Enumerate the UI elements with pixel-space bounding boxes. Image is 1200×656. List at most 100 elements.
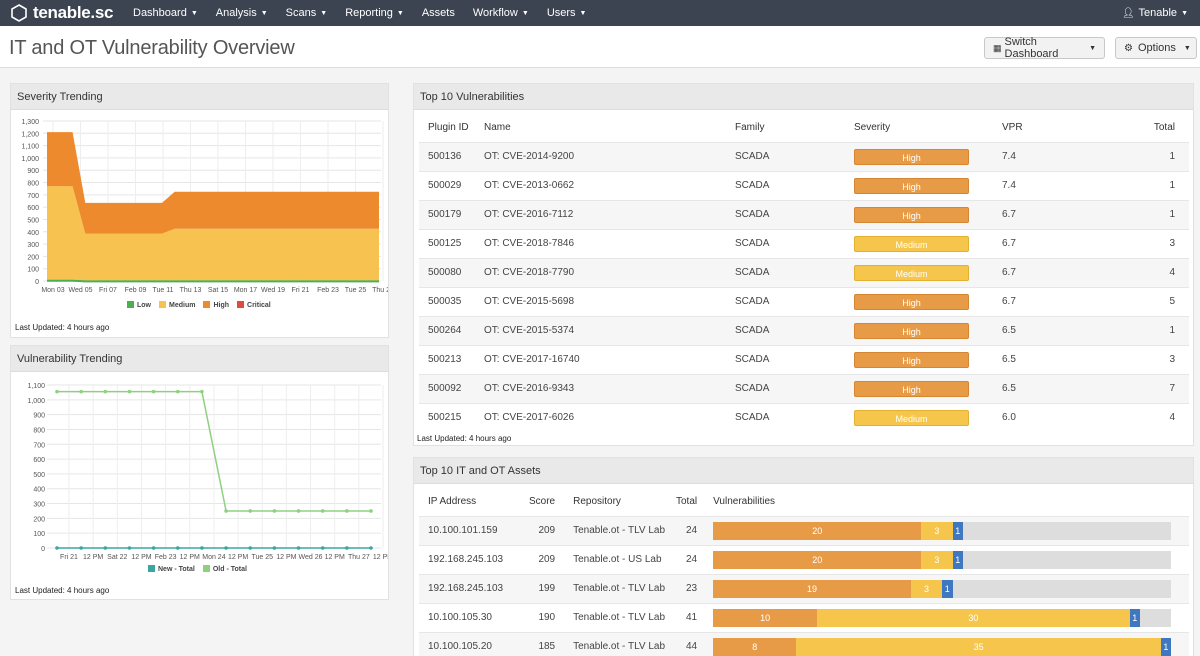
col-total[interactable]: Total bbox=[676, 496, 698, 508]
point-old-total[interactable] bbox=[79, 389, 83, 394]
col-vpr[interactable]: VPR bbox=[1002, 122, 1023, 134]
ip-address[interactable]: 192.168.245.103 bbox=[419, 544, 529, 574]
point-old-total[interactable] bbox=[103, 389, 108, 394]
legend-item-critical[interactable]: Critical bbox=[237, 301, 271, 309]
col-repository[interactable]: Repository bbox=[573, 496, 621, 508]
col-severity[interactable]: Severity bbox=[854, 122, 891, 134]
point-new-total[interactable] bbox=[103, 546, 108, 550]
table-row[interactable]: 10.100.105.20 185 Tenable.ot - TLV Lab 44 8 3… bbox=[419, 631, 1189, 656]
col-plugin-id[interactable]: Plugin ID bbox=[428, 122, 469, 134]
bar-segment-low[interactable]: 1 bbox=[1129, 608, 1140, 627]
options-button[interactable]: ⚙ Options ▼ bbox=[1115, 37, 1197, 59]
point-old-total[interactable] bbox=[175, 389, 180, 394]
point-new-total[interactable] bbox=[345, 546, 349, 550]
point-old-total[interactable] bbox=[200, 389, 204, 394]
bar-segment-high[interactable]: 8 bbox=[713, 637, 797, 656]
point-new-total[interactable] bbox=[272, 546, 277, 550]
point-new-total[interactable] bbox=[248, 546, 253, 550]
nav-item-analysis[interactable]: Analysis ▼ bbox=[207, 0, 277, 26]
nav-item-assets[interactable]: Assets bbox=[413, 0, 464, 26]
bar-segment-high[interactable]: 10 bbox=[713, 608, 818, 627]
bar-segment-medium[interactable]: 3 bbox=[910, 579, 943, 598]
table-row[interactable]: 192.168.245.103 209 Tenable.ot - US Lab 24 2… bbox=[419, 544, 1189, 574]
point-new-total[interactable] bbox=[200, 546, 204, 550]
col-score[interactable]: Score bbox=[529, 496, 556, 508]
legend-item-medium[interactable]: Medium bbox=[159, 301, 195, 309]
ip-address[interactable]: 10.100.105.20 bbox=[419, 631, 529, 656]
point-new-total[interactable] bbox=[79, 546, 83, 550]
point-new-total[interactable] bbox=[320, 546, 325, 550]
point-new-total[interactable] bbox=[175, 546, 180, 550]
legend-item-old-total[interactable]: Old - Total bbox=[202, 565, 247, 573]
col-name[interactable]: Name bbox=[484, 122, 511, 134]
table-row[interactable]: 500179 OT: CVE-2016-7112 SCADA High 6.7 1 bbox=[419, 199, 1189, 229]
table-row[interactable]: 500035 OT: CVE-2015-5698 SCADA High 6.7 5 bbox=[419, 286, 1189, 316]
bar-segment-medium[interactable]: 35 bbox=[796, 637, 1161, 656]
table-row[interactable]: 10.100.105.30 190 Tenable.ot - TLV Lab 41 10… bbox=[419, 602, 1189, 632]
vulnerabilities-bar[interactable]: 10 30 1 bbox=[713, 608, 1172, 627]
point-new-total[interactable] bbox=[296, 546, 301, 550]
table-row[interactable]: 500215 OT: CVE-2017-6026 SCADA Medium 6.0 4 bbox=[419, 402, 1189, 432]
ip-address[interactable]: 192.168.245.103 bbox=[419, 573, 529, 603]
point-old-total[interactable] bbox=[272, 509, 277, 513]
point-new-total[interactable] bbox=[369, 546, 373, 550]
vuln-name: OT: CVE-2018-7790 bbox=[484, 267, 575, 278]
table-row[interactable]: 500080 OT: CVE-2018-7790 SCADA Medium 6.7 4 bbox=[419, 257, 1189, 287]
switch-dashboard-button[interactable]: ▦ Switch Dashboard ▼ bbox=[984, 36, 1105, 60]
bar-segment-low[interactable]: 1 bbox=[1160, 637, 1172, 656]
col-total[interactable]: Total bbox=[1153, 122, 1175, 134]
bar-segment-medium[interactable]: 30 bbox=[817, 608, 1130, 627]
nav-item-reporting[interactable]: Reporting ▼ bbox=[336, 0, 413, 26]
table-row[interactable]: 192.168.245.103 199 Tenable.ot - TLV Lab 23… bbox=[419, 573, 1189, 603]
point-old-total[interactable] bbox=[248, 509, 253, 513]
point-new-total[interactable] bbox=[127, 546, 132, 550]
point-old-total[interactable] bbox=[224, 509, 228, 513]
point-old-total[interactable] bbox=[345, 509, 349, 513]
bar-segment-high[interactable]: 20 bbox=[713, 550, 922, 569]
table-row[interactable]: 10.100.101.159 209 Tenable.ot - TLV Lab 24 2… bbox=[419, 515, 1189, 545]
bar-segment-medium[interactable]: 3 bbox=[921, 521, 953, 540]
nav-item-dashboard[interactable]: Dashboard ▼ bbox=[124, 0, 207, 26]
ip-address[interactable]: 10.100.105.30 bbox=[419, 602, 529, 632]
vulnerabilities-bar[interactable]: 20 3 1 bbox=[713, 521, 1172, 540]
vulnerabilities-bar[interactable]: 19 3 1 bbox=[713, 579, 1172, 598]
point-old-total[interactable] bbox=[151, 389, 156, 394]
table-row[interactable]: 500136 OT: CVE-2014-9200 SCADA High 7.4 1 bbox=[419, 141, 1189, 171]
point-old-total[interactable] bbox=[296, 509, 301, 513]
bar-segment-high[interactable]: 20 bbox=[713, 521, 922, 540]
vulnerabilities-bar[interactable]: 8 35 1 bbox=[713, 637, 1172, 656]
col-family[interactable]: Family bbox=[735, 122, 765, 134]
point-new-total[interactable] bbox=[151, 546, 156, 550]
bar-segment-low[interactable]: 1 bbox=[952, 550, 963, 569]
ip-address[interactable]: 10.100.101.159 bbox=[419, 515, 529, 545]
bar-segment-high[interactable]: 19 bbox=[713, 579, 911, 598]
brand-logo[interactable]: tenable.sc bbox=[0, 3, 124, 23]
nav-item-workflow[interactable]: Workflow ▼ bbox=[464, 0, 538, 26]
point-old-total[interactable] bbox=[369, 509, 373, 513]
table-row[interactable]: 500092 OT: CVE-2016-9343 SCADA High 6.5 7 bbox=[419, 373, 1189, 403]
table-row[interactable]: 500125 OT: CVE-2018-7846 SCADA Medium 6.7 3 bbox=[419, 228, 1189, 258]
point-old-total[interactable] bbox=[320, 509, 325, 513]
table-row[interactable]: 500213 OT: CVE-2017-16740 SCADA High 6.5 3 bbox=[419, 344, 1189, 374]
col-ip-address[interactable]: IP Address bbox=[428, 496, 477, 508]
bar-segment-low[interactable]: 1 bbox=[952, 521, 963, 540]
bar-segment-medium[interactable]: 3 bbox=[921, 550, 953, 569]
nav-item-users[interactable]: Users ▼ bbox=[538, 0, 596, 26]
bar-segment-low[interactable]: 1 bbox=[942, 579, 953, 598]
plugin-id: 500215 bbox=[419, 402, 484, 432]
legend-item-high[interactable]: High bbox=[203, 301, 229, 309]
table-row[interactable]: 500029 OT: CVE-2013-0662 SCADA High 7.4 1 bbox=[419, 170, 1189, 200]
vpr: 7.4 bbox=[1002, 141, 1102, 171]
legend-item-low[interactable]: Low bbox=[127, 301, 151, 309]
user-menu[interactable]: 👤︎ Tenable ▼ bbox=[1122, 0, 1188, 26]
table-row[interactable]: 500264 OT: CVE-2015-5374 SCADA High 6.5 1 bbox=[419, 315, 1189, 345]
point-new-total[interactable] bbox=[55, 546, 59, 550]
legend-item-new-total[interactable]: New - Total bbox=[148, 565, 195, 573]
nav-item-label: Analysis bbox=[215, 7, 257, 19]
point-old-total[interactable] bbox=[127, 389, 132, 394]
col-vulnerabilities[interactable]: Vulnerabilities bbox=[713, 496, 776, 508]
point-new-total[interactable] bbox=[224, 546, 228, 550]
vulnerabilities-bar[interactable]: 20 3 1 bbox=[713, 550, 1172, 569]
nav-item-scans[interactable]: Scans ▼ bbox=[277, 0, 337, 26]
point-old-total[interactable] bbox=[55, 389, 59, 394]
